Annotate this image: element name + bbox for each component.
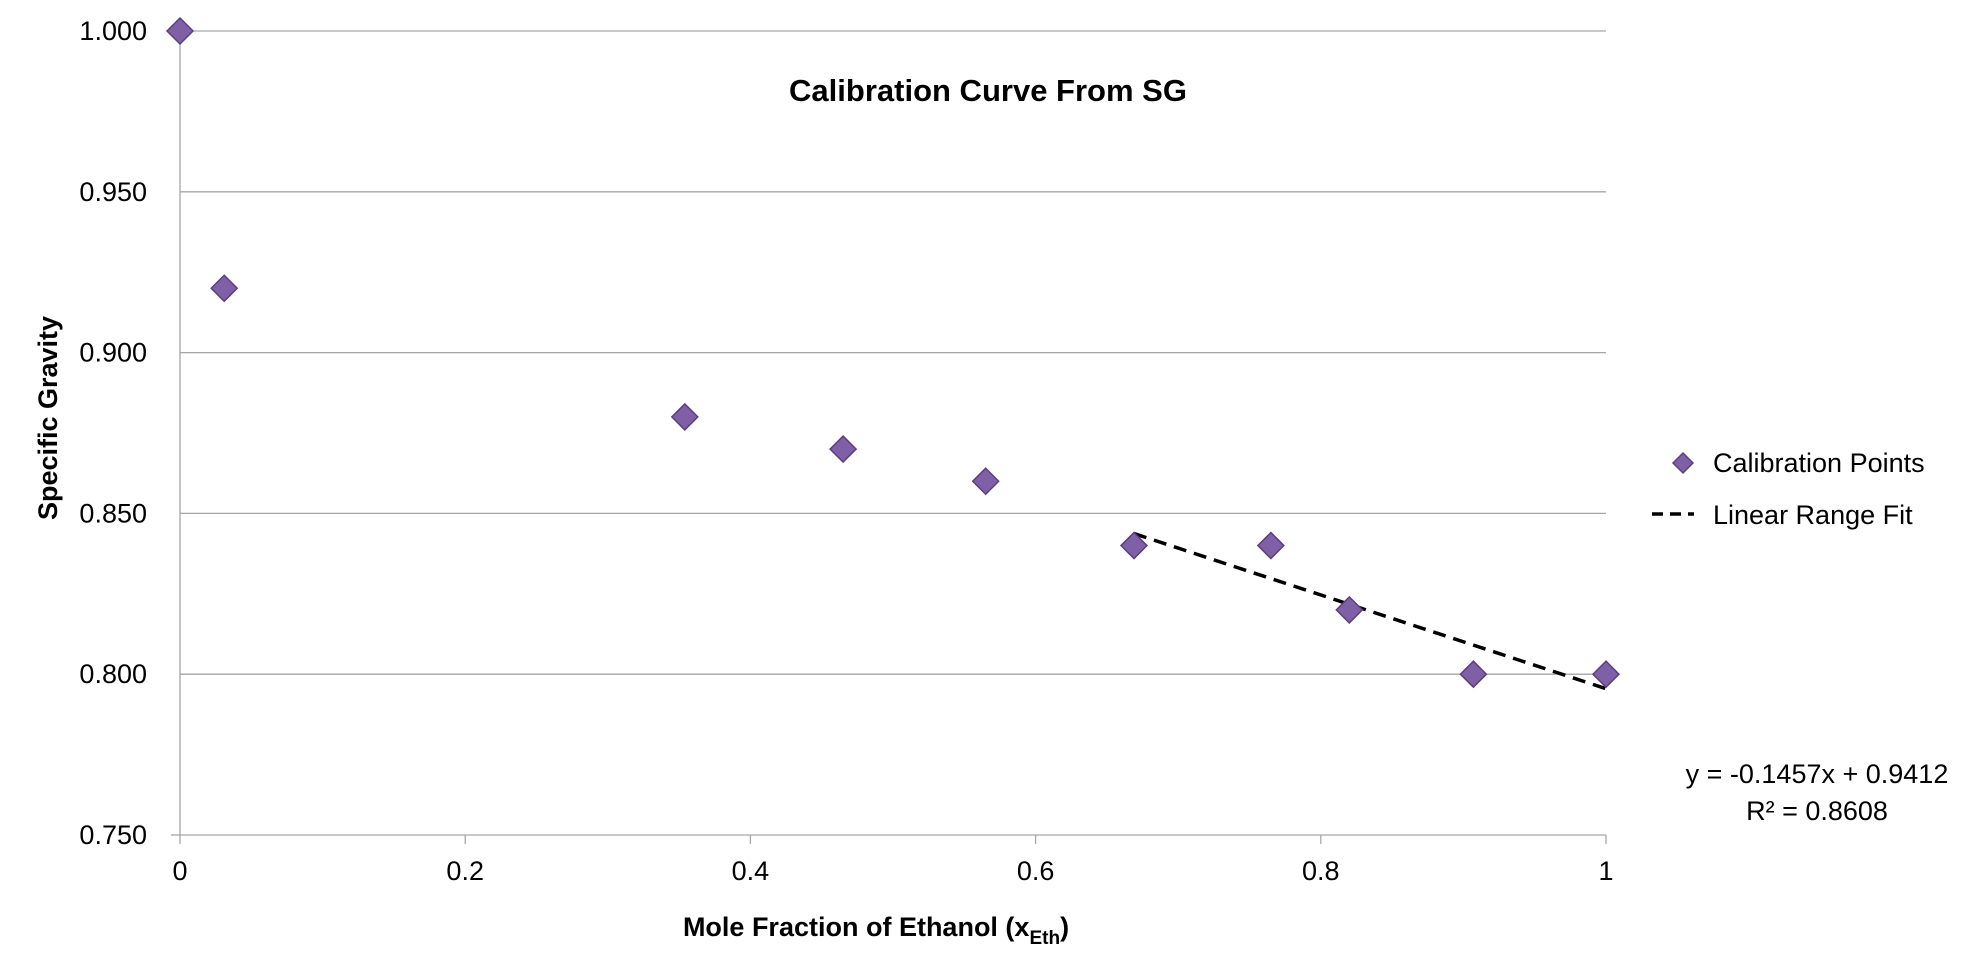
axes	[171, 31, 1607, 844]
y-tick-label: 0.900	[79, 338, 147, 368]
legend-label-calibration-points: Calibration Points	[1713, 448, 1925, 478]
x-tick-label: 0.8	[1302, 856, 1340, 886]
gridlines	[180, 30, 1606, 675]
y-tick-label: 0.850	[79, 498, 147, 528]
calibration-points	[165, 16, 1621, 689]
trendline-r-squared: R² = 0.8608	[1746, 796, 1888, 826]
x-tick-label: 0	[172, 856, 187, 886]
legend-label-linear-range-fit: Linear Range Fit	[1713, 500, 1913, 530]
calibration-point	[1119, 531, 1149, 560]
y-tick-label: 0.950	[79, 177, 147, 207]
legend-diamond-marker	[1671, 451, 1695, 475]
x-axis-title-suffix: )	[1060, 912, 1069, 942]
x-tick-labels: 0 0.2 0.4 0.6 0.8 1	[172, 856, 1613, 886]
y-tick-label: 0.750	[79, 820, 147, 850]
x-axis-title-main: Mole Fraction of Ethanol (x	[683, 912, 1030, 942]
calibration-point	[829, 435, 858, 464]
calibration-point	[1591, 660, 1621, 689]
calibration-point	[1256, 531, 1285, 560]
x-tick-label: 0.4	[732, 856, 770, 886]
x-tick-label: 0.6	[1017, 856, 1055, 886]
x-tick-label: 0.2	[446, 856, 484, 886]
calibration-point	[210, 274, 239, 303]
y-tick-label: 0.800	[79, 659, 147, 689]
y-axis-title: Specific Gravity	[33, 316, 63, 520]
calibration-point	[1459, 660, 1488, 689]
legend: Calibration Points Linear Range Fit	[1652, 448, 1925, 530]
chart-title: Calibration Curve From SG	[789, 73, 1187, 108]
x-tick-label: 1	[1598, 856, 1613, 886]
calibration-point	[165, 16, 195, 46]
trendline-equation: y = -0.1457x + 0.9412	[1686, 759, 1949, 789]
y-tick-labels: 0.750 0.800 0.850 0.900 0.950 1.000	[79, 16, 147, 850]
linear-range-fit-line	[1133, 531, 1607, 691]
y-tick-label: 1.000	[79, 16, 147, 46]
calibration-point	[971, 467, 1000, 496]
fit-line-layer	[1133, 531, 1607, 691]
x-axis-title: Mole Fraction of Ethanol (xEth)	[683, 912, 1069, 949]
x-axis-title-subscript: Eth	[1029, 928, 1060, 949]
calibration-point	[670, 402, 699, 431]
calibration-point	[1335, 595, 1364, 624]
